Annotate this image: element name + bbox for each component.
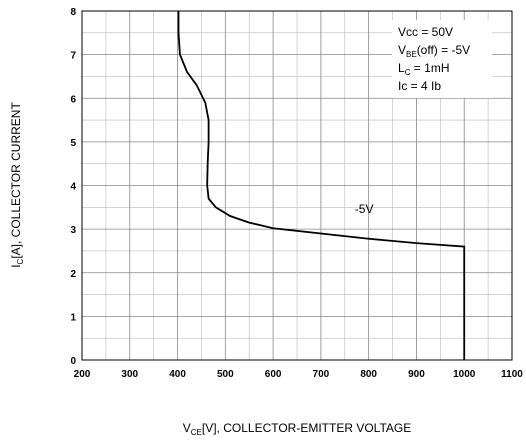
y-tick-label: 0 — [70, 356, 76, 367]
x-tick-label: 1100 — [501, 369, 523, 380]
y-axis-label: IC[A], COLLECTOR CURRENT — [9, 102, 25, 268]
x-tick-label: 700 — [313, 369, 330, 380]
condition-text: Ic = 4 Ib — [398, 79, 441, 93]
x-tick-label: 1000 — [453, 369, 476, 380]
y-tick-label: 7 — [70, 51, 76, 62]
y-tick-label: 3 — [70, 225, 76, 236]
y-tick-label: 5 — [70, 138, 76, 149]
y-tick-label: 8 — [70, 7, 76, 18]
y-label-rest: [A], COLLECTOR CURRENT — [9, 102, 23, 259]
y-tick-label: 6 — [70, 94, 76, 105]
condition-text: VBE(off) = -5V — [398, 43, 470, 59]
condition-main: Vcc = 50V — [398, 25, 453, 39]
condition-main: Ic = 4 Ib — [398, 79, 441, 93]
data-line — [177, 11, 466, 360]
y-label-sub: C — [16, 258, 25, 264]
x-tick-label: 900 — [408, 369, 425, 380]
conditions-box — [392, 20, 492, 98]
condition-sub: C — [405, 68, 411, 77]
condition-main: V — [398, 43, 406, 57]
x-axis-label: VCE[V], COLLECTOR-EMITTER VOLTAGE — [183, 421, 412, 437]
y-label-main: I — [9, 264, 23, 267]
x-tick-label: 300 — [121, 369, 138, 380]
condition-sub: BE — [406, 50, 417, 59]
condition-text: Vcc = 50V — [398, 25, 453, 39]
annotation: -5V — [355, 202, 374, 216]
x-tick-label: 600 — [265, 369, 282, 380]
x-label-main: V — [183, 421, 191, 435]
x-label-sub: CE — [191, 428, 202, 437]
y-tick-label: 4 — [70, 182, 76, 193]
condition-text: LC = 1mH — [398, 61, 449, 77]
condition-rest: = 1mH — [410, 61, 449, 75]
x-label-rest: [V], COLLECTOR-EMITTER VOLTAGE — [202, 421, 411, 435]
x-tick-label: 500 — [217, 369, 234, 380]
x-tick-label: 400 — [169, 369, 186, 380]
condition-main: L — [398, 61, 405, 75]
x-tick-label: 200 — [74, 369, 91, 380]
x-tick-label: 800 — [360, 369, 377, 380]
plot-frame — [81, 10, 513, 361]
y-tick-label: 1 — [70, 312, 76, 323]
condition-rest: (off) = -5V — [417, 43, 470, 57]
y-tick-label: 2 — [70, 269, 76, 280]
